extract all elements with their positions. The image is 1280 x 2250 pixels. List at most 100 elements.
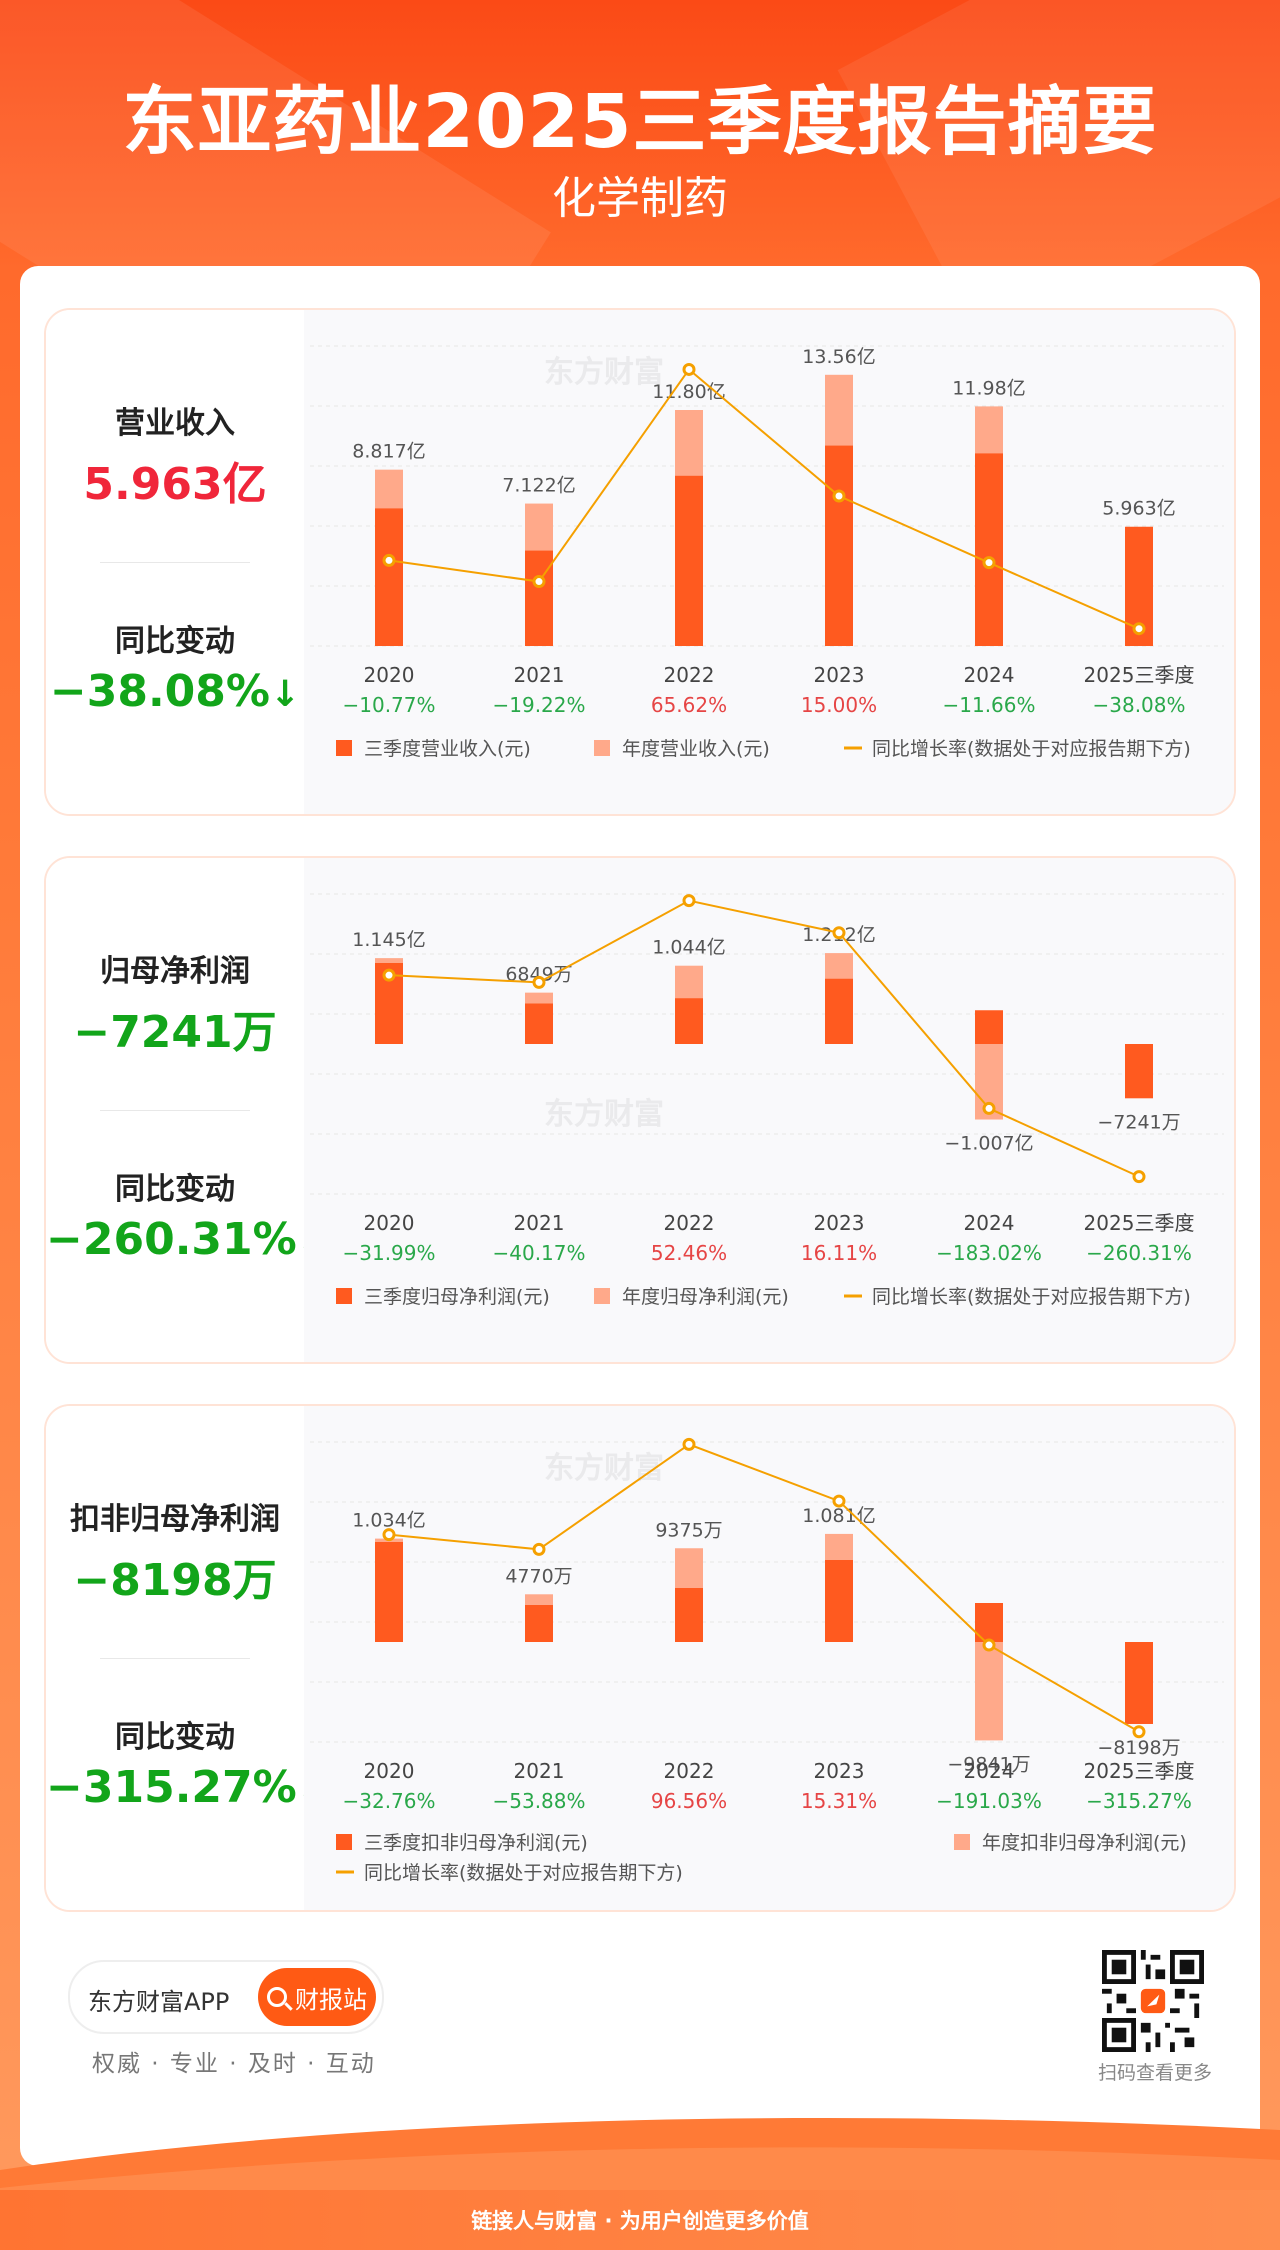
- search-icon: [267, 1987, 287, 2007]
- q3-bar: [825, 978, 853, 1044]
- page-title: 东亚药业2025三季度报告摘要: [122, 79, 1158, 165]
- arrow-down-icon: ↓: [269, 674, 301, 715]
- chart-area: 东方财富1.145亿6849万1.044亿1.212亿−1.007亿−7241万…: [304, 858, 1234, 1362]
- legend-label: 年度归母净利润(元): [622, 1286, 789, 1308]
- q3-bar: [525, 1003, 553, 1044]
- growth-label: 52.46%: [651, 1241, 727, 1265]
- category-label: 2021: [514, 1759, 565, 1783]
- q3-bar: [975, 1010, 1003, 1044]
- growth-point: [1132, 1170, 1146, 1184]
- bottom-bar: [0, 2190, 1280, 2250]
- content-panel: 营业收入 5.963亿 同比变动 −38.08%↓ 东方财富 8.817亿 7.12…: [20, 266, 1260, 2166]
- legend-swatch: [594, 1288, 610, 1304]
- category-label: 2024: [964, 1759, 1015, 1783]
- app-search-box[interactable]: 东方财富APP 财报站: [68, 1960, 384, 2034]
- category-label: 2025三季度: [1084, 1759, 1195, 1783]
- qr-code-icon[interactable]: [1102, 1950, 1204, 2052]
- category-label: 2021: [514, 663, 565, 687]
- q3-bar: [825, 1560, 853, 1642]
- divider: [100, 1110, 250, 1111]
- growth-point: [832, 926, 846, 940]
- chart-area: 东方财富 1.034亿 4770万 9375万 1.081亿 −9841万 −8198万 20…: [304, 1406, 1234, 1910]
- legend-label: 同比增长率(数据处于对应报告期下方): [872, 1286, 1191, 1308]
- metric-column: 归母净利润 −7241万 同比变动 −260.31%↓: [46, 858, 327, 1362]
- bar-label: 7.122亿: [502, 475, 575, 497]
- change-value: −315.27%↓: [46, 1762, 327, 1813]
- search-button-label: 财报站: [295, 1985, 367, 2014]
- category-label: 2022: [664, 663, 715, 687]
- q3-bar: [975, 453, 1003, 646]
- growth-point: [832, 1494, 846, 1508]
- app-name: 东方财富APP: [88, 1988, 230, 2016]
- category-label: 2025三季度: [1084, 1211, 1195, 1235]
- growth-label: −31.99%: [342, 1241, 435, 1265]
- category-label: 2022: [664, 1211, 715, 1235]
- legend-swatch: [954, 1834, 970, 1850]
- legend-label: 三季度扣非归母净利润(元): [364, 1832, 588, 1854]
- category-label: 2023: [814, 663, 865, 687]
- qr-caption: 扫码查看更多: [1097, 2062, 1212, 2084]
- growth-point: [1132, 622, 1146, 636]
- divider: [100, 562, 250, 563]
- category-label: 2023: [814, 1211, 865, 1235]
- metric-value: −7241万: [73, 1007, 277, 1058]
- search-button[interactable]: 财报站: [258, 1968, 376, 2026]
- divider: [100, 1658, 250, 1659]
- metric-column: 扣非归母净利润 −8198万 同比变动 −315.27%↓: [46, 1406, 327, 1910]
- growth-point: [682, 894, 696, 908]
- footer-wave: [0, 2118, 1280, 2200]
- growth-point: [682, 1437, 696, 1451]
- growth-point: [382, 553, 396, 567]
- metric-value: −8198万: [73, 1555, 277, 1606]
- legend-label: 同比增长率(数据处于对应报告期下方): [872, 738, 1191, 760]
- metric-column: 营业收入 5.963亿 同比变动 −38.08%↓: [46, 310, 304, 814]
- metric-label: 归母净利润: [100, 954, 250, 989]
- q3-bar: [1125, 1642, 1153, 1724]
- growth-label: 96.56%: [651, 1789, 727, 1813]
- legend-label: 同比增长率(数据处于对应报告期下方): [364, 1862, 683, 1884]
- growth-label: −11.66%: [942, 693, 1035, 717]
- bar-label: 1.034亿: [352, 1510, 425, 1532]
- growth-point: [382, 1528, 396, 1542]
- bar-label: 9375万: [655, 1519, 722, 1541]
- annual-bar: [975, 1642, 1003, 1741]
- bar-label: 1.081亿: [802, 1505, 875, 1527]
- category-label: 2020: [364, 1759, 415, 1783]
- growth-point: [532, 575, 546, 589]
- tagline: 权威 · 专业 · 及时 · 互动: [92, 2051, 376, 2077]
- growth-label: −32.76%: [342, 1789, 435, 1813]
- chart-deducted-profit: 东方财富1.034亿4770万9375万1.081亿−9841万−8198万20…: [310, 1437, 1224, 1884]
- q3-bar: [675, 998, 703, 1044]
- q3-bar: [675, 475, 703, 646]
- metric-value: 5.963亿: [83, 459, 267, 510]
- growth-point: [982, 1101, 996, 1115]
- growth-point: [832, 489, 846, 503]
- section-deducted-profit: 扣非归母净利润 −8198万 同比变动 −315.27%↓ 东方财富 1.034亿…: [44, 1404, 1236, 1912]
- growth-label: −315.27%: [1086, 1789, 1192, 1813]
- growth-label: −40.17%: [492, 1241, 585, 1265]
- growth-label: 15.00%: [801, 693, 877, 717]
- chart-area: 东方财富 8.817亿 7.122亿 11.80亿 13.56亿 11.98亿 5.963亿…: [304, 310, 1234, 814]
- bar-label: −7241万: [1097, 1111, 1180, 1133]
- bar-label: 5.963亿: [1102, 498, 1175, 520]
- section-revenue: 营业收入 5.963亿 同比变动 −38.08%↓ 东方财富 8.817亿 7.12…: [44, 308, 1236, 816]
- growth-label: −260.31%: [1086, 1241, 1192, 1265]
- growth-point: [382, 968, 396, 982]
- growth-line: [388, 367, 1140, 630]
- legend-label: 三季度营业收入(元): [364, 738, 531, 760]
- growth-line: [388, 1443, 1140, 1733]
- bottom-slogan: 链接人与财富 · 为用户创造更多价值: [471, 2209, 809, 2233]
- growth-point: [982, 1638, 996, 1652]
- q3-bar: [525, 550, 553, 646]
- category-label: 2022: [664, 1759, 715, 1783]
- change-value: −38.08%↓: [49, 666, 301, 717]
- metric-label: 营业收入: [115, 406, 235, 441]
- legend-label: 年度营业收入(元): [622, 738, 770, 760]
- growth-label: −191.03%: [936, 1789, 1042, 1813]
- growth-label: −38.08%: [1092, 693, 1185, 717]
- q3-bar: [675, 1588, 703, 1642]
- change-label: 同比变动: [115, 624, 235, 659]
- legend-label: 三季度归母净利润(元): [364, 1286, 550, 1308]
- metric-label: 扣非归母净利润: [70, 1502, 280, 1537]
- bar-label: 11.98亿: [952, 377, 1025, 399]
